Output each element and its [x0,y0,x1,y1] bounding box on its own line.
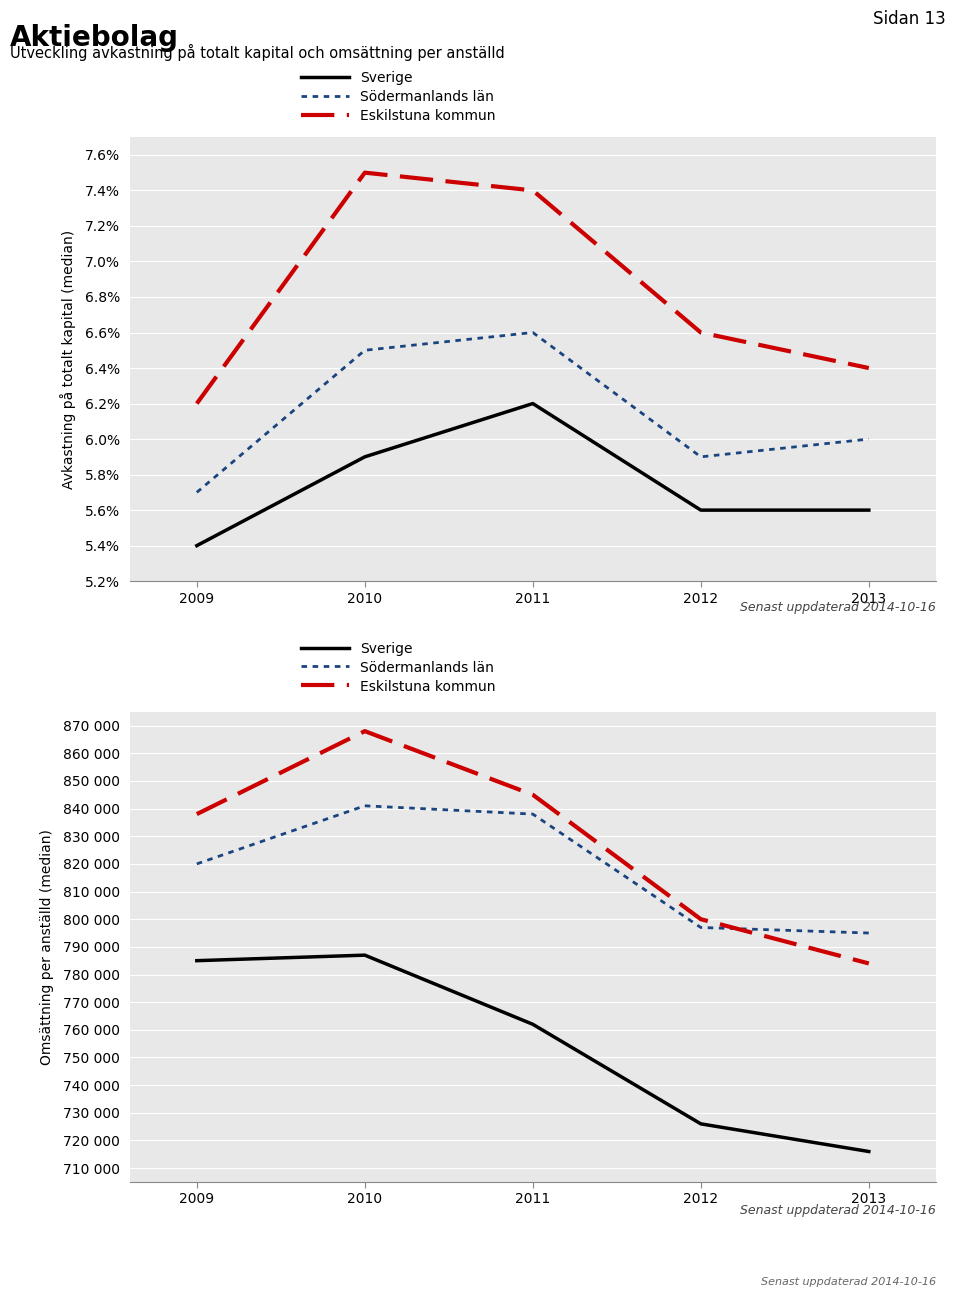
Y-axis label: Omsättning per anställd (median): Omsättning per anställd (median) [40,829,55,1064]
Text: Utveckling avkastning på totalt kapital och omsättning per anställd: Utveckling avkastning på totalt kapital … [10,44,504,61]
Text: Sidan 13: Sidan 13 [873,10,946,29]
Text: Aktiebolag: Aktiebolag [10,24,179,51]
Legend: Sverige, Södermanlands län, Eskilstuna kommun: Sverige, Södermanlands län, Eskilstuna k… [295,636,501,699]
Legend: Sverige, Södermanlands län, Eskilstuna kommun: Sverige, Södermanlands län, Eskilstuna k… [295,65,501,128]
Text: Senast uppdaterad 2014-10-16: Senast uppdaterad 2014-10-16 [740,1204,936,1217]
Y-axis label: Avkastning på totalt kapital (median): Avkastning på totalt kapital (median) [60,230,76,488]
Text: Senast uppdaterad 2014-10-16: Senast uppdaterad 2014-10-16 [740,601,936,614]
Text: Senast uppdaterad 2014-10-16: Senast uppdaterad 2014-10-16 [761,1277,936,1288]
